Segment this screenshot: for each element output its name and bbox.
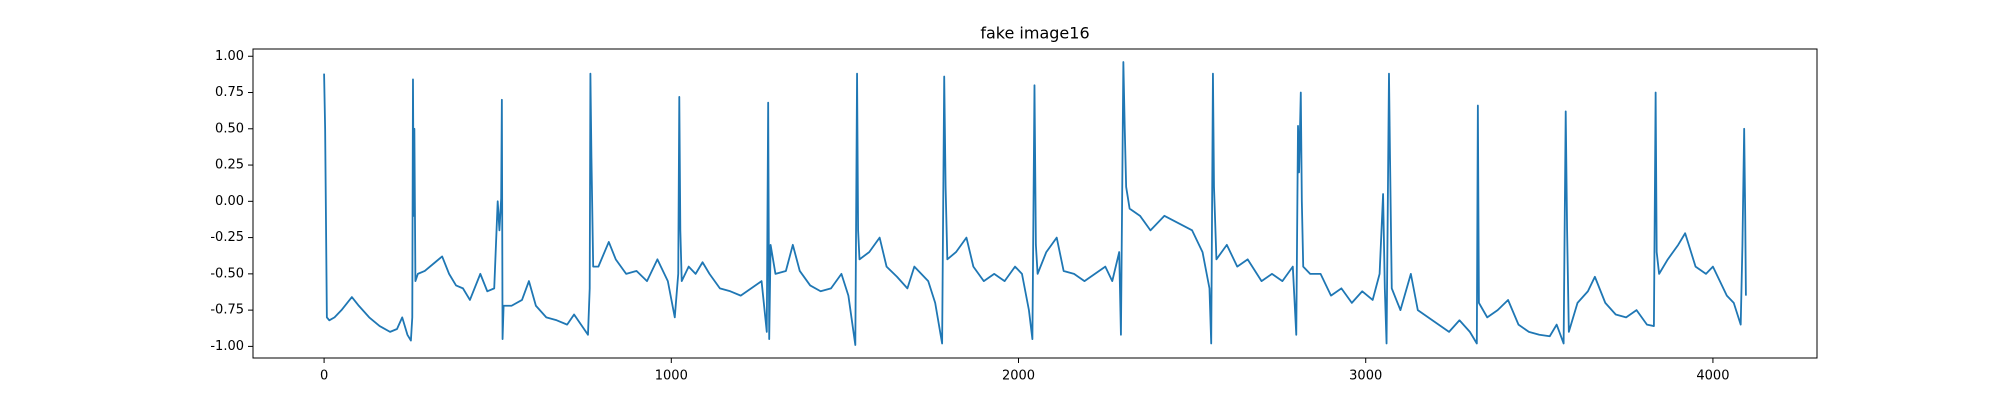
x-tick-label: 4000: [1696, 369, 1729, 384]
y-tick-label: -0.50: [210, 266, 244, 281]
y-tick-label: 0.00: [215, 194, 244, 209]
data-line: [323, 61, 1747, 346]
chart-title: fake image16: [980, 24, 1089, 43]
y-tick-label: 0.25: [215, 158, 244, 173]
y-tick-label: -0.75: [210, 303, 244, 318]
y-tick-label: 1.00: [215, 49, 244, 64]
y-tick-label: -0.25: [210, 230, 244, 245]
x-tick-label: 1000: [655, 369, 688, 384]
x-tick-label: 0: [320, 369, 328, 384]
x-tick-label: 2000: [1002, 369, 1035, 384]
y-tick-label: -1.00: [210, 339, 244, 354]
x-tick-label: 3000: [1349, 369, 1382, 384]
y-tick-label: 0.75: [215, 85, 244, 100]
plot-frame: [252, 48, 1818, 359]
y-tick-label: 0.50: [215, 121, 244, 136]
